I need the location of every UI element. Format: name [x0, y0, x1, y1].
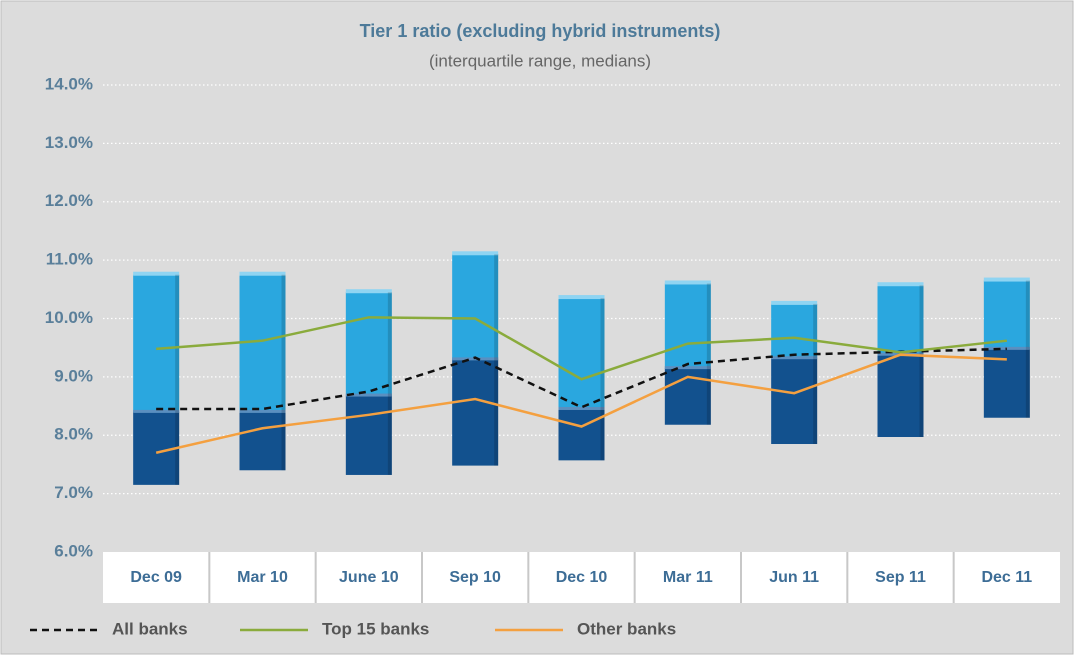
box-edge	[175, 274, 180, 485]
box-upper	[452, 254, 499, 360]
box-lower	[239, 411, 286, 471]
box-split	[558, 406, 605, 410]
x-tick-label: June 10	[339, 569, 399, 586]
chart-subtitle: (interquartile range, medians)	[429, 51, 651, 70]
box-lower	[345, 395, 392, 475]
box-lower	[983, 348, 1030, 418]
box-upper	[877, 285, 924, 355]
box-cap	[664, 280, 711, 285]
box-cap	[983, 277, 1030, 282]
box-upper	[664, 283, 711, 369]
box-edge	[494, 254, 499, 466]
box-lower	[771, 358, 818, 445]
box-split	[345, 393, 392, 397]
box-edge	[281, 274, 286, 471]
box-split	[771, 356, 818, 360]
box-edge	[813, 303, 818, 445]
x-tick-label: Mar 10	[237, 569, 288, 586]
series-line	[156, 347, 1007, 411]
box-upper	[239, 274, 286, 412]
y-tick-label: 12.0%	[45, 191, 93, 210]
box-cap	[452, 251, 499, 256]
x-tick-label: Dec 11	[981, 569, 1032, 586]
legend-label: Top 15 banks	[322, 619, 429, 638]
box-cap	[345, 289, 392, 294]
box-upper	[345, 292, 392, 396]
series-line	[155, 353, 1007, 454]
box-cap	[239, 271, 286, 276]
y-tick-label: 6.0%	[54, 541, 93, 560]
box-split	[133, 409, 180, 413]
box-cap	[558, 295, 605, 300]
series-line	[156, 316, 1007, 381]
box-split	[983, 346, 1030, 350]
y-tick-label: 8.0%	[54, 425, 93, 444]
box-edge	[387, 292, 392, 475]
y-tick-label: 14.0%	[45, 74, 93, 93]
box-cap	[877, 282, 924, 287]
x-tick-label: Dec 09	[130, 569, 182, 586]
box-upper	[983, 280, 1030, 349]
box-edge	[1025, 280, 1030, 418]
y-tick-label: 11.0%	[46, 250, 93, 269]
box-edge	[600, 298, 605, 461]
box-lower	[558, 408, 605, 461]
x-tick-label: Jun 11	[769, 569, 819, 586]
box-lower	[877, 354, 924, 438]
box-upper	[771, 303, 818, 359]
y-tick-label: 13.0%	[45, 133, 93, 152]
legend-label: All banks	[112, 619, 188, 638]
x-tick-label: Dec 10	[556, 569, 608, 586]
legend-label: Other banks	[577, 619, 676, 638]
box-cap	[133, 271, 180, 276]
x-tick-label: Sep 10	[449, 569, 501, 586]
box-upper	[558, 298, 605, 409]
category-strip	[103, 552, 1060, 603]
y-tick-label: 9.0%	[54, 366, 93, 385]
box-upper	[133, 274, 180, 412]
box-edge	[706, 283, 711, 425]
box-edge	[919, 285, 924, 438]
chart-title: Tier 1 ratio (excluding hybrid instrumen…	[360, 21, 721, 41]
box-split	[664, 366, 711, 370]
x-tick-label: Mar 11	[663, 569, 713, 586]
box-split	[239, 409, 286, 413]
box-lower	[452, 359, 499, 466]
box-cap	[771, 300, 818, 305]
x-tick-label: Sep 11	[875, 569, 926, 586]
y-tick-label: 7.0%	[54, 483, 93, 502]
y-tick-label: 10.0%	[45, 308, 93, 327]
